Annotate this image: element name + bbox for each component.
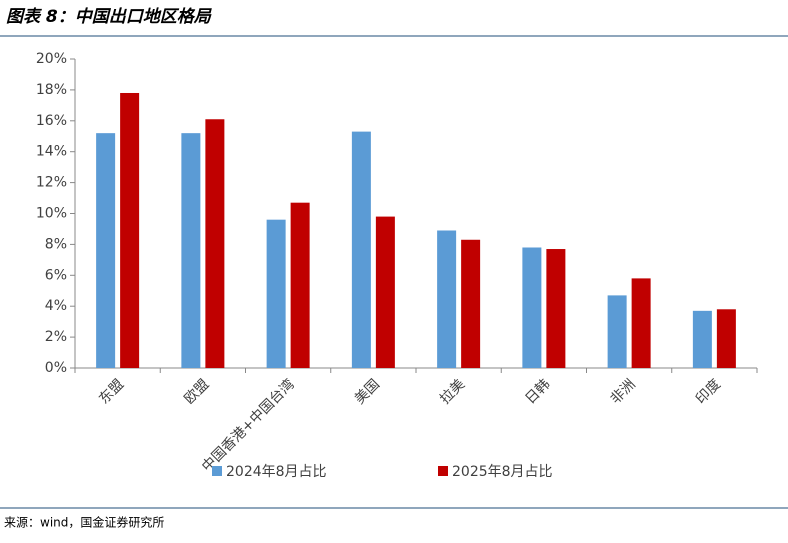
y-tick-label: 6% [45,267,67,283]
legend-label: 2024年8月占比 [226,464,327,480]
bar [437,230,457,368]
y-tick-label: 16% [36,113,67,129]
bar [96,133,116,368]
y-tick-label: 4% [45,298,67,314]
chart-title: 图表 8：中国出口地区格局 [6,7,213,27]
x-tick-label: 中国香港+中国台湾 [198,376,298,476]
source: 来源：wind，国金证券研究所 [4,515,164,530]
x-tick-label: 美国 [352,376,383,407]
bar [266,219,286,368]
x-tick-label: 非洲 [608,376,639,407]
legend-label: 2025年8月占比 [452,464,553,480]
bar [120,92,140,369]
bar [546,249,566,368]
bar [351,131,371,368]
bar [181,133,201,368]
y-tick-label: 0% [45,360,67,376]
x-tick-label: 欧盟 [181,376,212,407]
y-tick-label: 18% [36,82,67,98]
bar [290,202,310,368]
x-tick-label: 印度 [693,376,724,407]
bar [205,119,225,368]
bar [461,239,481,368]
bar [607,295,627,368]
bar [375,216,395,368]
y-tick-label: 2% [45,329,67,345]
y-tick-label: 14% [36,144,67,160]
y-tick-label: 8% [45,236,67,252]
bar [692,310,712,368]
x-tick-label: 东盟 [96,376,127,407]
y-tick-label: 20% [36,51,67,67]
legend-swatch [438,466,448,476]
bar [631,278,651,368]
bar [522,247,542,368]
legend-swatch [212,466,222,476]
x-tick-label: 拉美 [437,376,468,407]
bar [716,309,736,368]
y-tick-label: 10% [36,206,67,222]
y-tick-label: 12% [36,175,67,191]
x-tick-label: 日韩 [522,376,553,407]
